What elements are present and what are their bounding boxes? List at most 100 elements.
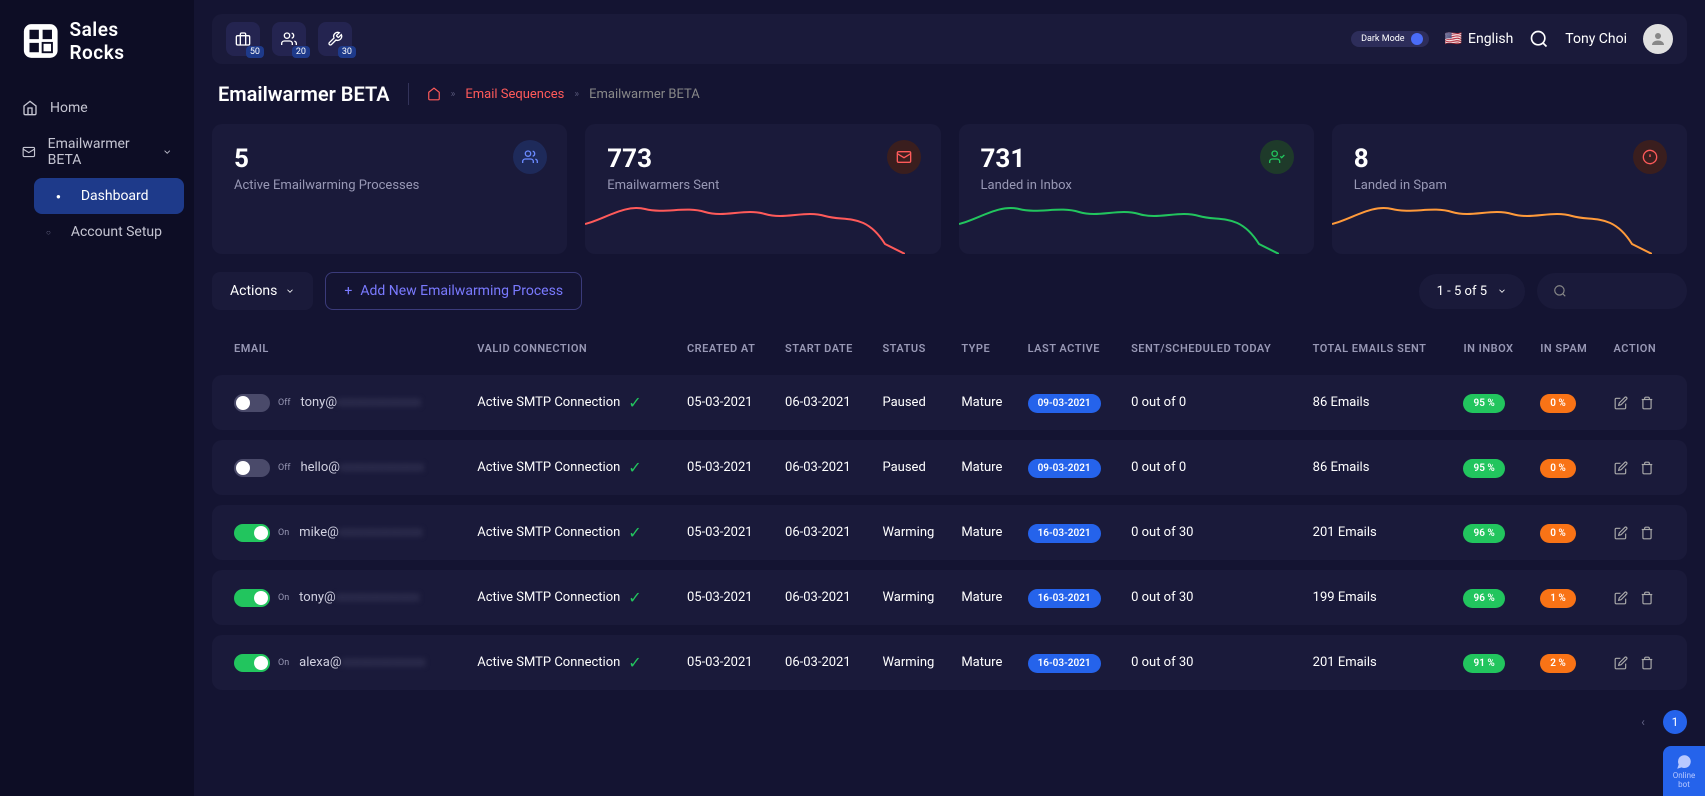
actions-row: Actions + Add New Emailwarming Process 1… xyxy=(212,272,1687,310)
connection-status: Active SMTP Connection✓ xyxy=(477,588,671,607)
toggle-pill xyxy=(234,654,270,672)
row-toggle[interactable]: Off xyxy=(234,394,290,412)
mail-icon xyxy=(896,149,912,165)
column-header: START DATE xyxy=(777,332,874,365)
sent-today: 0 out of 30 xyxy=(1123,635,1305,690)
topbar-badge-users[interactable]: 20 xyxy=(272,22,306,56)
pager-prev[interactable]: ‹ xyxy=(1631,710,1655,734)
email-text: hello@xxxxxxxxxxxxx xyxy=(300,460,423,475)
actions-dropdown[interactable]: Actions xyxy=(212,272,313,310)
edit-icon[interactable] xyxy=(1614,396,1628,410)
toggle-label: Off xyxy=(278,398,290,408)
row-toggle[interactable]: Off xyxy=(234,459,290,477)
language-selector[interactable]: 🇺🇸 English xyxy=(1445,31,1514,47)
column-header: EMAIL xyxy=(212,332,469,365)
check-icon: ✓ xyxy=(628,393,641,412)
nav-emailwarmer[interactable]: Emailwarmer BETA xyxy=(0,126,194,178)
type: Mature xyxy=(953,505,1019,560)
nav-account-setup[interactable]: Account Setup xyxy=(24,214,194,250)
stat-card-3: 8 Landed in Spam xyxy=(1332,124,1687,254)
topbar-badge-briefcase[interactable]: 50 xyxy=(226,22,260,56)
column-header: LAST ACTIVE xyxy=(1020,332,1123,365)
home-crumb-icon[interactable] xyxy=(427,87,441,101)
actions-label: Actions xyxy=(230,283,277,299)
nav-sub: Dashboard Account Setup xyxy=(0,178,194,250)
table-row: On tony@xxxxxxxxxxxxx Active SMTP Connec… xyxy=(212,570,1687,625)
stat-value: 8 xyxy=(1354,144,1665,174)
add-process-button[interactable]: + Add New Emailwarming Process xyxy=(325,272,582,310)
chevron-down-icon xyxy=(285,286,295,296)
created-at: 05-03-2021 xyxy=(679,505,777,560)
delete-icon[interactable] xyxy=(1640,526,1654,540)
spam-pill: 2 % xyxy=(1540,654,1576,673)
chevron-down-icon xyxy=(1497,286,1507,296)
last-active-badge: 09-03-2021 xyxy=(1028,394,1101,413)
pager-page[interactable]: 1 xyxy=(1663,710,1687,734)
dark-mode-label: Dark Mode xyxy=(1361,34,1404,44)
sent-today: 0 out of 30 xyxy=(1123,570,1305,625)
sidebar: Sales Rocks Home Emailwarmer BETA Dashbo… xyxy=(0,0,194,796)
topbar-badge-wrench[interactable]: 30 xyxy=(318,22,352,56)
status: Warming xyxy=(874,505,953,560)
last-active-badge: 16-03-2021 xyxy=(1028,524,1101,543)
pager-text: 1 - 5 of 5 xyxy=(1437,284,1487,299)
mail-icon xyxy=(22,144,36,160)
connection-status: Active SMTP Connection✓ xyxy=(477,523,671,542)
delete-icon[interactable] xyxy=(1640,591,1654,605)
search-icon[interactable] xyxy=(1529,29,1549,49)
edit-icon[interactable] xyxy=(1614,591,1628,605)
logo[interactable]: Sales Rocks xyxy=(0,0,194,82)
language-label: English xyxy=(1468,31,1513,47)
delete-icon[interactable] xyxy=(1640,656,1654,670)
edit-icon[interactable] xyxy=(1614,656,1628,670)
nav-emailwarmer-label: Emailwarmer BETA xyxy=(48,136,150,168)
total-sent: 201 Emails xyxy=(1305,505,1456,560)
page-header: Emailwarmer BETA » Email Sequences » Ema… xyxy=(212,82,1687,106)
row-toggle[interactable]: On xyxy=(234,524,289,542)
actions-right: 1 - 5 of 5 xyxy=(1419,273,1687,309)
stat-icon-wrap xyxy=(1260,140,1294,174)
type: Mature xyxy=(953,375,1019,430)
chevron-down-icon xyxy=(162,146,172,158)
stat-value: 773 xyxy=(607,144,918,174)
row-toggle[interactable]: On xyxy=(234,589,289,607)
stat-value: 5 xyxy=(234,144,545,174)
nav-dashboard[interactable]: Dashboard xyxy=(34,178,184,214)
users-icon xyxy=(522,149,538,165)
alert-icon xyxy=(1642,149,1658,165)
badge-count: 30 xyxy=(338,46,356,58)
chat-widget[interactable]: Online bot xyxy=(1663,746,1705,796)
pager-info[interactable]: 1 - 5 of 5 xyxy=(1419,274,1525,309)
crumb-sep: » xyxy=(574,89,579,100)
total-sent: 199 Emails xyxy=(1305,570,1456,625)
toggle-pill xyxy=(234,589,270,607)
created-at: 05-03-2021 xyxy=(679,375,777,430)
start-date: 06-03-2021 xyxy=(777,440,874,495)
stat-icon-wrap xyxy=(513,140,547,174)
total-sent: 86 Emails xyxy=(1305,375,1456,430)
username[interactable]: Tony Choi xyxy=(1565,31,1627,47)
chat-line1: Online xyxy=(1673,771,1695,780)
total-sent: 86 Emails xyxy=(1305,440,1456,495)
column-header: TOTAL EMAILS SENT xyxy=(1305,332,1456,365)
stat-card-1: 773 Emailwarmers Sent xyxy=(585,124,940,254)
edit-icon[interactable] xyxy=(1614,526,1628,540)
crumb-link[interactable]: Email Sequences xyxy=(465,87,564,102)
avatar[interactable] xyxy=(1643,24,1673,54)
dark-mode-toggle[interactable]: Dark Mode xyxy=(1351,31,1428,47)
sparkline xyxy=(585,184,905,254)
connection-status: Active SMTP Connection✓ xyxy=(477,393,671,412)
nav: Home Emailwarmer BETA Dashboard Account … xyxy=(0,82,194,258)
table-search[interactable] xyxy=(1537,273,1687,309)
check-icon: ✓ xyxy=(628,523,641,542)
stats-row: 5 Active Emailwarming Processes 773 Emai… xyxy=(212,124,1687,254)
connection-status: Active SMTP Connection✓ xyxy=(477,458,671,477)
chat-line2: bot xyxy=(1678,780,1690,789)
sent-today: 0 out of 0 xyxy=(1123,440,1305,495)
row-toggle[interactable]: On xyxy=(234,654,289,672)
delete-icon[interactable] xyxy=(1640,461,1654,475)
nav-home[interactable]: Home xyxy=(0,90,194,126)
delete-icon[interactable] xyxy=(1640,396,1654,410)
stat-card-2: 731 Landed in Inbox xyxy=(959,124,1314,254)
edit-icon[interactable] xyxy=(1614,461,1628,475)
